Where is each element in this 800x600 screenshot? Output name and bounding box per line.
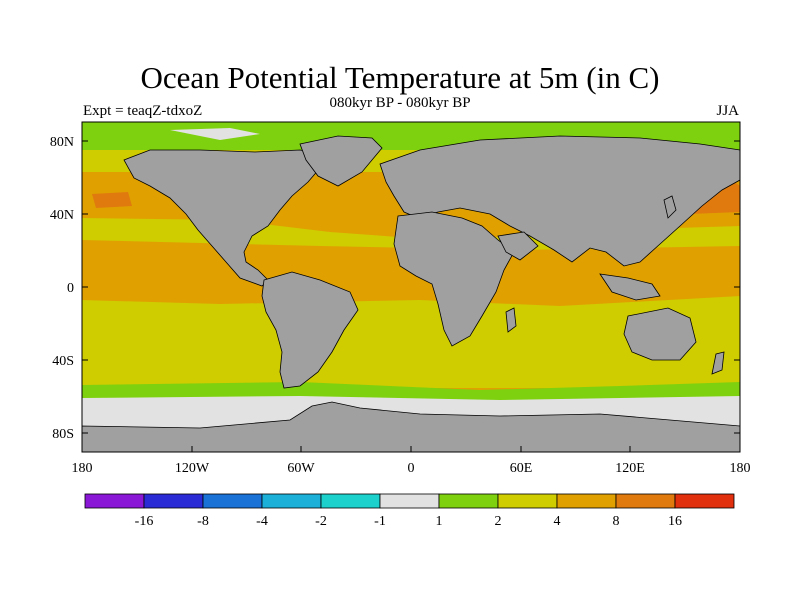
lon-tick-60w: 60W: [287, 461, 315, 476]
colorbar-label: -4: [256, 514, 268, 529]
colorbar-label: -2: [315, 514, 327, 529]
colorbar-label: 1: [436, 514, 443, 529]
new-zealand: [711, 351, 725, 375]
greenland: [299, 135, 383, 187]
lon-tick-180w: 180: [72, 461, 93, 476]
map-field: [82, 122, 740, 452]
colorbar-box: [261, 493, 322, 509]
colorbar-label: -16: [135, 514, 154, 529]
arctic-ice-patch: [170, 128, 260, 140]
colorbar-box: [202, 493, 263, 509]
lat-tick-80s: 80S: [52, 427, 74, 442]
southeast-asia-islands: [599, 273, 661, 301]
australia: [623, 307, 697, 361]
lat-tick-80n: 80N: [50, 135, 74, 150]
colorbar-label: 2: [495, 514, 502, 529]
experiment-label: Expt = teaqZ-tdxoZ: [83, 103, 203, 119]
map-subtitle: 080kyr BP - 080kyr BP: [329, 95, 471, 111]
colorbar-box: [320, 493, 381, 509]
northeast-pacific-warm: [92, 192, 132, 208]
lat-tick-40s: 40S: [52, 354, 74, 369]
colorbar-label: 16: [668, 514, 682, 529]
lon-tick-120e: 120E: [615, 461, 645, 476]
longitude-axis: 180 120W 60W 0 60E 120E 180: [72, 446, 751, 476]
lat-tick-40n: 40N: [50, 208, 74, 223]
colorbar-label: -8: [197, 514, 209, 529]
lat-tick-0: 0: [67, 281, 74, 296]
colorbar-box: [615, 493, 676, 509]
map-title: Ocean Potential Temperature at 5m (in C): [140, 60, 660, 95]
colorbar-boxes: [84, 493, 735, 509]
colorbar-box: [143, 493, 204, 509]
japan: [663, 195, 677, 219]
colorbar-box: [84, 493, 145, 509]
colorbar-label: 4: [554, 514, 561, 529]
africa: [393, 211, 515, 347]
lon-tick-180e: 180: [730, 461, 751, 476]
colorbar-box: [674, 493, 735, 509]
south-america: [261, 271, 359, 389]
lon-tick-0: 0: [408, 461, 415, 476]
colorbar: -16 -8 -4 -2 -1 1 2 4 8 16: [84, 493, 735, 529]
colorbar-label: 8: [613, 514, 620, 529]
lon-tick-120w: 120W: [175, 461, 210, 476]
colorbar-box: [379, 493, 440, 509]
latitude-axis: 80N 40N 0 40S 80S: [50, 135, 740, 442]
madagascar: [505, 307, 517, 333]
colorbar-label: -1: [374, 514, 386, 529]
colorbar-labels: -16 -8 -4 -2 -1 1 2 4 8 16: [135, 514, 682, 529]
land-masses: [82, 135, 740, 452]
season-label: JJA: [716, 103, 739, 119]
lon-tick-60e: 60E: [510, 461, 533, 476]
arabia: [497, 231, 539, 261]
colorbar-box: [438, 493, 499, 509]
colorbar-box: [556, 493, 617, 509]
antarctica: [82, 401, 740, 452]
colorbar-box: [497, 493, 558, 509]
